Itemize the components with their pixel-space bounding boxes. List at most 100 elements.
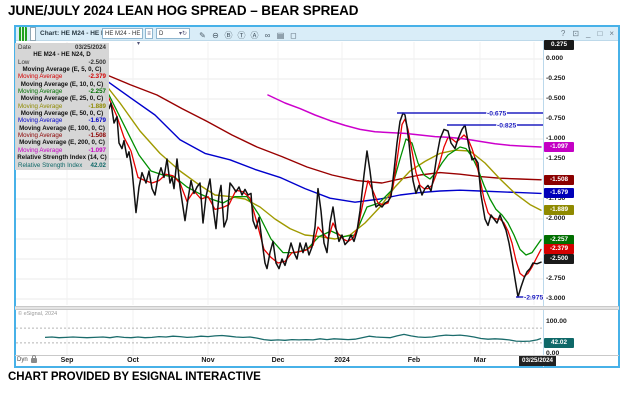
bar-style-icon[interactable]: Ⓑ <box>224 31 233 40</box>
legend-row: Moving Average -1.097 <box>15 147 109 154</box>
chevron-down-icon: ▾ <box>178 31 182 37</box>
chat-icon[interactable]: ◻ <box>290 31 297 40</box>
legend-study-title: Moving Average (E, 25, 0, C) <box>20 95 104 103</box>
panel-separator[interactable] <box>15 306 619 310</box>
legend-value: -1.889 <box>88 102 106 110</box>
price-marker-badge: -1.097 <box>544 142 574 152</box>
copyright-label: © eSignal, 2024 <box>18 311 58 317</box>
symbol-menu-button[interactable]: ≡ <box>145 28 153 39</box>
legend-row: Moving Average (E, 25, 0, C) <box>15 95 109 102</box>
legend-value: -2.257 <box>88 88 106 96</box>
chevron-down-icon: ▾ <box>136 41 140 47</box>
legend-label: Moving Average <box>18 132 63 140</box>
chart-toolbar: Chart: HE M24 - HE N24, D HE M24 - HE ▾ … <box>16 27 618 47</box>
legend-row: Moving Average (E, 50, 0, C) <box>15 110 109 117</box>
legend-row: Moving Average -1.889 <box>15 103 109 110</box>
legend-study-title: Moving Average (E, 50, 0, C) <box>20 110 104 118</box>
legend-value: -1.508 <box>88 132 106 140</box>
zoom-out-icon[interactable]: ⊖ <box>212 31 219 40</box>
last-date-badge: 03/25/2024 <box>519 356 556 366</box>
legend-value: 03/25/2024 <box>75 44 106 51</box>
notes-icon[interactable]: ▤ <box>276 31 285 40</box>
symbol-dropdown[interactable]: HE M24 - HE ▾ <box>102 28 143 47</box>
ma25-line <box>102 80 542 240</box>
minimize-button[interactable]: _ <box>586 29 591 38</box>
close-button[interactable]: × <box>609 29 614 38</box>
annotation-price-label: -0.675 <box>487 110 506 117</box>
y-axis-tick-label: -1.000 <box>546 134 566 142</box>
legend-study-title: HE M24 - HE N24, D <box>33 51 91 59</box>
esignal-chart-icon <box>19 27 27 41</box>
y-axis-tick-label: -2.750 <box>546 274 566 282</box>
legend-value: -1.679 <box>88 117 106 125</box>
legend-value: -1.097 <box>88 146 106 154</box>
legend-label: Moving Average <box>18 88 63 96</box>
y-axis-tick-label: -2.000 <box>546 214 566 222</box>
refresh-icon: ↻ <box>181 31 187 37</box>
y-axis-tick-label: 0.00 <box>546 349 560 357</box>
y-axis-tick-label: -3.000 <box>546 294 566 302</box>
legend-row: Date 03/25/2024 <box>15 44 109 51</box>
legend-label: Moving Average <box>18 117 63 125</box>
x-axis-month-label: Mar <box>473 356 487 364</box>
legend-study-title: Moving Average (E, 100, 0, C) <box>19 124 105 132</box>
x-axis-month-label: Dec <box>271 356 285 364</box>
y-axis-tick-label: -0.250 <box>546 74 566 82</box>
x-axis-month-label: Nov <box>201 356 215 364</box>
x-axis-month-label: Oct <box>127 356 139 364</box>
restore-button[interactable]: ⊡ <box>572 29 580 38</box>
y-axis-tick-label: 0.000 <box>546 54 564 62</box>
legend-row: Moving Average (E, 200, 0, C) <box>15 139 109 146</box>
price-marker-badge: -2.500 <box>544 254 574 264</box>
draw-pencil-icon[interactable]: ✎ <box>199 31 206 40</box>
y-axis-tick-label: -0.750 <box>546 114 566 122</box>
window-controls: ? ⊡ _ □ × <box>561 27 614 41</box>
price-marker-badge: -1.508 <box>544 175 574 185</box>
legend-row: Moving Average (E, 5, 0, C) <box>15 66 109 73</box>
price-marker-badge: -1.889 <box>544 205 574 215</box>
legend-row: Moving Average (E, 10, 0, C) <box>15 81 109 88</box>
y-axis-tick-label: 100.00 <box>546 317 567 325</box>
legend-label: Moving Average <box>18 146 63 154</box>
legend-label: Date <box>18 44 32 51</box>
ma50-line <box>102 77 542 203</box>
page-title: JUNE/JULY 2024 LEAN HOG SPREAD – BEAR SP… <box>8 3 359 18</box>
annotation-price-label: -0.825 <box>497 122 516 129</box>
price-marker-badge: -2.379 <box>544 244 574 254</box>
lock-icon <box>30 355 37 363</box>
dyn-time-template[interactable]: Dyn <box>17 355 37 363</box>
axis-separator <box>15 355 619 356</box>
ma5-line <box>102 84 542 278</box>
price-marker-badge: -1.679 <box>544 188 574 198</box>
x-axis-month-label: Sep <box>60 356 74 364</box>
price-marker-badge: 42.02 <box>544 338 574 348</box>
document-icon <box>30 27 36 41</box>
help-button[interactable]: ? <box>560 29 566 38</box>
price-marker-badge: -2.257 <box>544 235 574 245</box>
window-title-label: Chart: HE M24 - HE N24, D <box>40 30 122 37</box>
y-axis-tick-label: -1.250 <box>546 154 566 162</box>
legend-row: Moving Average -2.257 <box>15 88 109 95</box>
y-axis-tick-label: -1.750 <box>546 194 566 202</box>
symbol-value: HE M24 - HE <box>105 31 141 37</box>
text-tool-icon[interactable]: Ⓣ <box>237 31 246 40</box>
legend-value: -2.379 <box>88 73 106 81</box>
legend-row: Moving Average -1.679 <box>15 117 109 124</box>
legend-study-title: Moving Average (E, 10, 0, C) <box>20 80 104 88</box>
y-axis-tick-label: -0.500 <box>546 94 566 102</box>
legend-study-title: Moving Average (E, 5, 0, C) <box>22 66 102 74</box>
dyn-label: Dyn <box>17 357 28 363</box>
ma200-line <box>267 94 542 148</box>
legend-label: Relative Strength Index <box>18 161 83 169</box>
alert-icon[interactable]: Ⓐ <box>250 31 259 40</box>
legend-row: HE M24 - HE N24, D <box>15 51 109 58</box>
legend-row: Moving Average -2.379 <box>15 73 109 80</box>
toolbar-icons: ✎ ⊖ Ⓑ Ⓣ Ⓐ ∞ ▤ ◻ <box>196 27 300 41</box>
legend-row: Low -2.500 <box>15 59 109 66</box>
legend-row: Moving Average -1.508 <box>15 132 109 139</box>
legend-label: Low <box>18 58 30 66</box>
maximize-button[interactable]: □ <box>597 29 603 38</box>
x-axis-month-label: 2024 <box>334 356 350 364</box>
link-icon[interactable]: ∞ <box>264 31 271 40</box>
interval-dropdown[interactable]: D ↻ ▾ <box>156 28 190 39</box>
